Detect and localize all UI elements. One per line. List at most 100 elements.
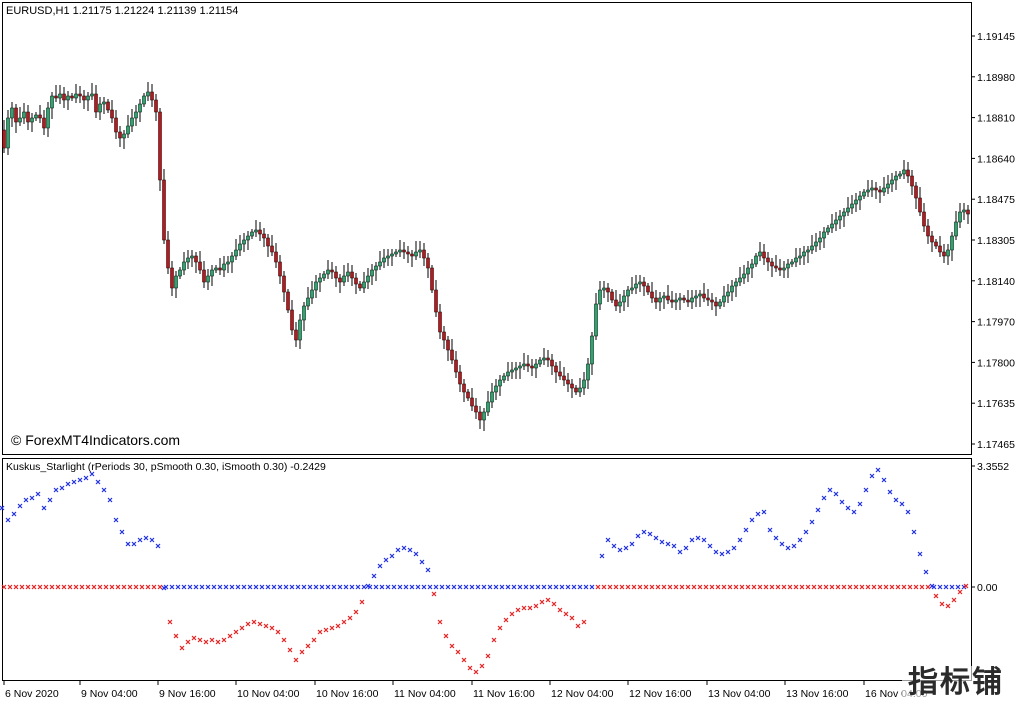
candle-body bbox=[882, 187, 886, 193]
candle-body bbox=[110, 109, 114, 119]
candle-body bbox=[366, 275, 370, 283]
candle-body bbox=[934, 241, 938, 247]
candle-body bbox=[386, 255, 390, 259]
indicator-mark bbox=[875, 467, 881, 473]
price-tick-label: 1.17970 bbox=[977, 317, 1015, 329]
indicator-mark bbox=[685, 584, 691, 590]
indicator-mark bbox=[821, 495, 827, 501]
candle-body bbox=[370, 269, 374, 277]
candle-body bbox=[422, 249, 426, 259]
candle-body bbox=[278, 261, 282, 277]
indicator-mark bbox=[473, 669, 479, 675]
candle-body bbox=[402, 249, 406, 253]
indicator-mark bbox=[511, 584, 517, 590]
candle-body bbox=[570, 383, 574, 389]
indicator-mark bbox=[731, 545, 737, 551]
candle-body bbox=[66, 95, 70, 101]
indicator-mark bbox=[901, 584, 907, 590]
price-tick-label: 1.18980 bbox=[977, 72, 1015, 84]
candle-body bbox=[886, 183, 890, 189]
candle-body bbox=[182, 261, 186, 271]
candle-body bbox=[558, 371, 562, 377]
indicator-mark bbox=[917, 551, 923, 557]
candle-body bbox=[246, 235, 250, 241]
indicator-mark bbox=[497, 625, 503, 631]
indicator-mark bbox=[119, 529, 125, 535]
candle-body bbox=[754, 255, 758, 265]
indicator-mark bbox=[95, 479, 101, 485]
indicator-mark bbox=[61, 584, 67, 590]
indicator-mark bbox=[883, 584, 889, 590]
indicator-mark bbox=[1, 584, 7, 590]
indicator-mark bbox=[539, 599, 545, 605]
candle-body bbox=[962, 209, 966, 213]
candle-body bbox=[902, 169, 906, 175]
candle-body bbox=[118, 131, 122, 139]
indicator-mark bbox=[835, 584, 841, 590]
indicator-mark bbox=[383, 557, 389, 563]
candle-body bbox=[394, 251, 398, 255]
candle-body bbox=[466, 391, 470, 399]
indicator-mark bbox=[899, 501, 905, 507]
candle-body bbox=[214, 267, 218, 271]
indicator-mark bbox=[833, 491, 839, 497]
indicator-mark bbox=[641, 529, 647, 535]
indicator-mark bbox=[133, 584, 139, 590]
candle-body bbox=[502, 375, 506, 381]
indicator-mark bbox=[271, 584, 277, 590]
candle-body bbox=[930, 235, 934, 243]
indicator-mark bbox=[77, 477, 83, 483]
indicator-mark bbox=[121, 584, 127, 590]
indicator-mark bbox=[275, 629, 281, 635]
candle-body bbox=[98, 103, 102, 113]
indicator-mark bbox=[101, 487, 107, 493]
price-tick-label: 1.18305 bbox=[977, 235, 1015, 247]
indicator-mark bbox=[775, 584, 781, 590]
candle-body bbox=[782, 267, 786, 271]
time-tick-label: 12 Nov 16:00 bbox=[629, 688, 692, 700]
indicator-mark bbox=[749, 517, 755, 523]
indicator-mark bbox=[767, 527, 773, 533]
candle-body bbox=[806, 249, 810, 253]
candle-body bbox=[898, 173, 902, 177]
indicator-mark bbox=[421, 584, 427, 590]
candle-body bbox=[354, 277, 358, 285]
indicator-panel-frame bbox=[2, 458, 972, 681]
candle-body bbox=[910, 175, 914, 187]
candle-body bbox=[682, 297, 686, 301]
candle-body bbox=[562, 375, 566, 381]
indicator-mark bbox=[929, 583, 935, 589]
candle-body bbox=[234, 249, 238, 257]
candle-body bbox=[178, 269, 182, 277]
indicator-mark bbox=[881, 477, 887, 483]
indicator-mark bbox=[445, 584, 451, 590]
candle-body bbox=[2, 129, 6, 149]
candle-body bbox=[506, 371, 510, 377]
candle-body bbox=[374, 265, 378, 271]
candle-body bbox=[658, 297, 662, 303]
indicator-mark bbox=[887, 489, 893, 495]
candle-body bbox=[206, 275, 210, 283]
indicator-mark bbox=[305, 643, 311, 649]
candle-body bbox=[258, 229, 262, 235]
price-tick-label: 1.17800 bbox=[977, 357, 1015, 369]
indicator-mark bbox=[185, 639, 191, 645]
candle-body bbox=[198, 261, 202, 271]
candle-body bbox=[94, 93, 98, 113]
indicator-mark bbox=[815, 507, 821, 513]
indicator-mark bbox=[871, 584, 877, 590]
candle-body bbox=[406, 251, 410, 255]
price-tick-label: 1.17635 bbox=[977, 398, 1015, 410]
candle-body bbox=[770, 261, 774, 267]
candle-body bbox=[346, 271, 350, 277]
indicator-mark bbox=[581, 619, 587, 625]
indicator-mark bbox=[671, 543, 677, 549]
candle-body bbox=[38, 114, 42, 119]
candle-body bbox=[550, 359, 554, 367]
candle-body bbox=[230, 255, 234, 263]
indicator-mark bbox=[301, 584, 307, 590]
indicator-mark bbox=[727, 584, 733, 590]
candle-body bbox=[850, 203, 854, 209]
indicator-mark bbox=[803, 529, 809, 535]
